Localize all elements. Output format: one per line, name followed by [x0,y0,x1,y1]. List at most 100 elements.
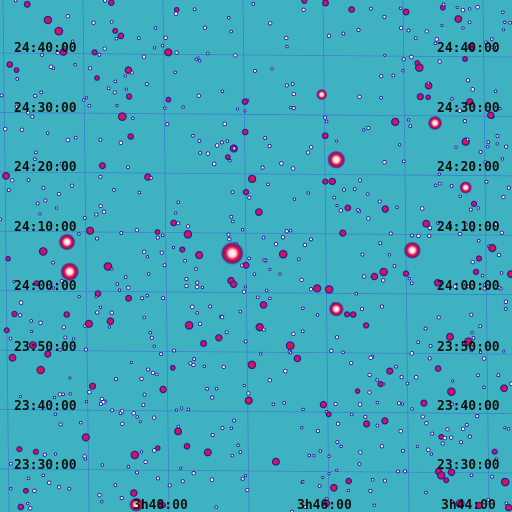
faint-star [482,385,486,390]
bright-star [328,301,344,317]
faint-star [398,143,402,147]
faint-star [426,447,431,453]
faint-star [16,446,23,453]
faint-star [259,352,263,356]
faint-star [65,14,70,19]
faint-star [360,252,365,257]
faint-star [288,351,293,355]
faint-star [52,395,57,400]
faint-star [142,249,147,254]
faint-star [289,105,293,110]
faint-star [107,325,112,329]
faint-star [13,0,18,3]
faint-star [368,355,373,360]
faint-star [470,259,475,265]
faint-star [308,287,314,292]
faint-star [33,93,38,98]
faint-star [26,476,31,481]
faint-star [184,320,194,330]
faint-star [459,440,464,445]
faint-star [220,425,225,430]
faint-star [114,36,119,41]
faint-star [9,487,13,491]
faint-star [38,247,48,256]
faint-star [428,343,433,348]
faint-star [392,264,397,268]
faint-star [303,504,308,510]
faint-star [246,391,251,396]
faint-star [476,238,481,243]
faint-star [494,457,499,461]
faint-star [131,116,135,121]
grid-line [0,112,512,117]
faint-star [45,131,50,135]
faint-star [241,289,247,294]
faint-star [205,386,210,391]
faint-star [196,93,201,98]
faint-star [440,23,444,27]
faint-star [229,426,234,430]
faint-star [161,233,165,237]
faint-star [399,375,404,380]
faint-star [406,28,411,33]
faint-star [241,98,249,106]
faint-star [18,313,23,318]
faint-star [40,53,44,57]
faint-star [130,489,138,497]
faint-star [391,117,400,127]
faint-star [214,143,220,148]
faint-star [51,260,55,265]
faint-star [179,406,184,410]
faint-star [466,284,471,289]
faint-star [126,165,130,170]
faint-star [436,315,441,320]
faint-star [94,236,99,241]
bright-star-layer [58,89,473,512]
faint-star [142,392,147,397]
faint-star [42,452,47,457]
faint-star [414,60,421,66]
faint-star [300,329,305,334]
faint-star [400,402,405,406]
faint-star [152,344,156,348]
faint-star [8,336,13,341]
faint-star [81,433,90,442]
faint-star [379,95,383,100]
faint-star [101,209,107,214]
faint-star [33,150,38,155]
faint-star [233,53,238,58]
faint-star [482,286,487,291]
faint-star [464,422,469,427]
faint-star [53,412,58,416]
faint-star [264,288,269,293]
faint-star [214,505,218,509]
faint-star [409,54,414,60]
faint-star [475,414,480,419]
dec-label-right: 23:30:00 [437,458,500,473]
faint-star [164,48,173,57]
faint-star [318,449,322,453]
faint-star [73,135,78,140]
faint-star [30,114,35,119]
grid-line [0,349,512,355]
faint-star [409,233,414,238]
faint-star [433,278,442,287]
dec-label-left: 23:40:00 [14,399,77,414]
bright-star [427,115,443,131]
faint-star [98,162,106,170]
faint-star [149,176,153,180]
faint-star [499,230,504,235]
faint-star [79,420,83,425]
faint-star [211,161,217,167]
faint-star [332,195,337,200]
faint-star [387,253,391,257]
faint-star [196,56,200,60]
faint-star [83,457,87,461]
faint-star [499,271,504,275]
faint-star [84,319,94,328]
faint-star [118,140,124,146]
faint-star [47,480,52,485]
faint-star [290,166,296,171]
faint-star [254,208,263,217]
